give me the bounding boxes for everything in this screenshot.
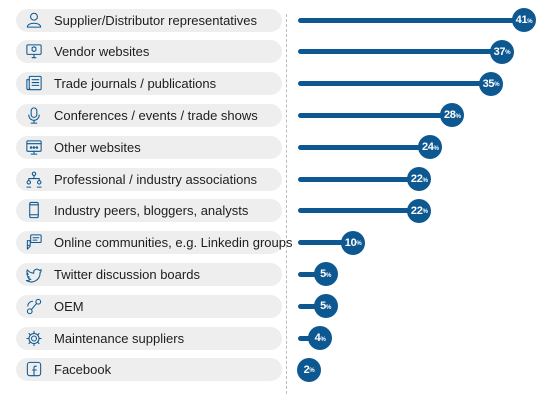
value-label: 22 (410, 173, 423, 185)
category-label: Twitter discussion boards (54, 266, 200, 282)
value-badge: 22% (407, 167, 432, 191)
value-label: 22 (410, 204, 423, 217)
value-badge: 2% (297, 357, 322, 382)
value-label: 4 (314, 332, 321, 344)
percent-suffix: % (320, 336, 326, 343)
value-badge: 35% (478, 71, 503, 96)
value-badge: 22% (407, 198, 432, 223)
category-label-row: Maintenance suppliers (16, 326, 282, 350)
bar (298, 303, 326, 309)
category-label: Facebook (54, 362, 112, 378)
value-badge: 28% (440, 103, 465, 128)
browser-icon (24, 138, 44, 157)
category-label-row: Other websites (16, 135, 282, 159)
category-label: Trade journals / publications (54, 76, 217, 92)
category-label-row: Trade journals / publications (16, 72, 282, 96)
value-badge: 24% (418, 135, 443, 160)
newspaper-icon (24, 74, 44, 93)
value-label: 10 (344, 236, 357, 249)
percent-suffix: % (422, 209, 428, 216)
connection-icon (24, 297, 44, 316)
value-badge: 41% (512, 8, 536, 32)
value-badge: 37% (489, 39, 514, 64)
category-label: Professional / industry associations (54, 171, 258, 187)
bar (298, 176, 420, 182)
category-label-row: Conferences / events / trade shows (16, 103, 282, 127)
percent-suffix: % (356, 241, 362, 248)
microphone-icon (24, 106, 44, 125)
category-label-row: Twitter discussion boards (16, 262, 282, 286)
bar (298, 17, 524, 23)
person-icon (24, 11, 44, 30)
category-label: Supplier/Distributor representatives (54, 12, 258, 28)
bar (298, 271, 326, 277)
value-label: 28 (443, 109, 456, 122)
category-label-row: OEM (16, 294, 282, 318)
percent-suffix: % (422, 177, 428, 184)
bar (298, 81, 491, 87)
category-label-row: Professional / industry associations (16, 167, 282, 191)
bar (298, 144, 431, 150)
category-label: Online communities, e.g. Linkedin groups (54, 235, 293, 251)
value-label: 5 (320, 268, 326, 281)
monitor-icon (24, 42, 44, 61)
gear-icon (24, 329, 44, 348)
twitter-icon (24, 265, 44, 284)
value-badge: 10% (341, 230, 366, 255)
facebook-icon (24, 360, 44, 379)
bar (298, 240, 354, 246)
category-label: Other websites (54, 139, 141, 155)
percent-suffix: % (325, 304, 331, 311)
category-label-row: Vendor websites (16, 40, 282, 64)
value-badge: 5% (313, 294, 338, 319)
network-icon (24, 170, 44, 189)
chat-icon (24, 233, 44, 252)
value-label: 24 (421, 141, 434, 154)
percent-suffix: % (494, 82, 500, 89)
category-label: Conferences / events / trade shows (54, 107, 258, 123)
value-badge: 5% (313, 262, 338, 287)
category-label: Industry peers, bloggers, analysts (54, 203, 249, 219)
category-label-row: Online communities, e.g. Linkedin groups (16, 231, 292, 255)
category-label: Vendor websites (54, 44, 150, 60)
percent-suffix: % (505, 50, 511, 57)
value-label: 5 (320, 300, 326, 313)
phone-icon (24, 201, 44, 220)
bar (298, 208, 420, 214)
category-label-row: Facebook (16, 358, 282, 382)
percent-suffix: % (433, 145, 439, 152)
bar (298, 49, 502, 55)
category-label-row: Industry peers, bloggers, analysts (16, 199, 282, 223)
category-label: OEM (54, 298, 84, 314)
value-label: 41 (515, 14, 528, 26)
axis-divider (286, 14, 287, 394)
percent-suffix: % (309, 368, 315, 375)
value-label: 37 (493, 45, 506, 58)
bar (298, 112, 453, 118)
value-label: 2 (303, 363, 310, 376)
category-label: Maintenance suppliers (54, 330, 185, 346)
percent-suffix: % (527, 18, 533, 25)
category-label-row: Supplier/Distributor representatives (16, 8, 282, 32)
percent-suffix: % (455, 113, 461, 120)
value-label: 35 (482, 77, 495, 90)
percent-suffix: % (325, 272, 331, 279)
value-badge: 4% (308, 326, 333, 350)
